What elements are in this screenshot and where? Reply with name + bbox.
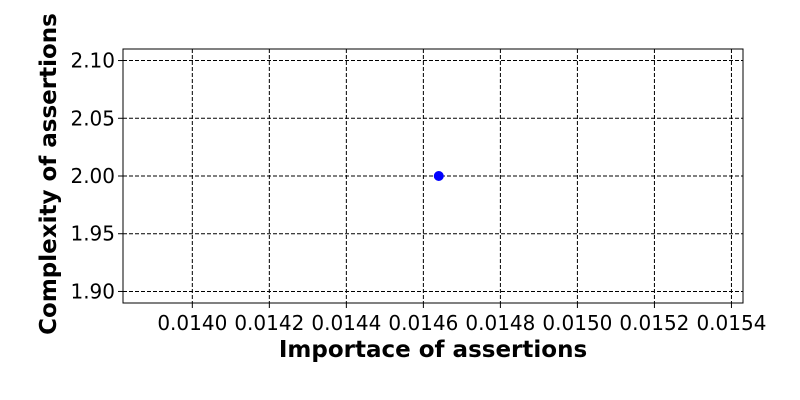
x-tick-label: 0.0144 — [311, 311, 381, 335]
y-tick-label: 2.05 — [70, 106, 115, 130]
x-tick-label: 0.0142 — [234, 311, 304, 335]
data-point — [433, 171, 444, 181]
y-tick-label: 2.00 — [70, 164, 115, 188]
y-tick-label: 1.95 — [70, 222, 115, 246]
x-tick-label: 0.0140 — [157, 311, 227, 335]
x-tick-label: 0.0152 — [619, 311, 689, 335]
x-tick-label: 0.0146 — [388, 311, 458, 335]
y-tick-label: 1.90 — [70, 279, 115, 303]
point-layer — [433, 171, 444, 181]
tick-layer: 0.0140 0.0142 0.0144 0.0146 0.0148 0.0150 0.01… — [70, 49, 766, 335]
x-tick-label: 0.0154 — [696, 311, 766, 335]
x-tick-label: 0.0148 — [465, 311, 535, 335]
plot-area-frame — [122, 48, 744, 304]
y-axis-title: Complexity of assertions — [36, 13, 62, 335]
y-tick-label: 2.10 — [70, 49, 115, 73]
x-axis-title: Importace of assertions — [279, 337, 587, 363]
x-tick-label: 0.0150 — [542, 311, 612, 335]
grid-layer — [123, 49, 743, 303]
